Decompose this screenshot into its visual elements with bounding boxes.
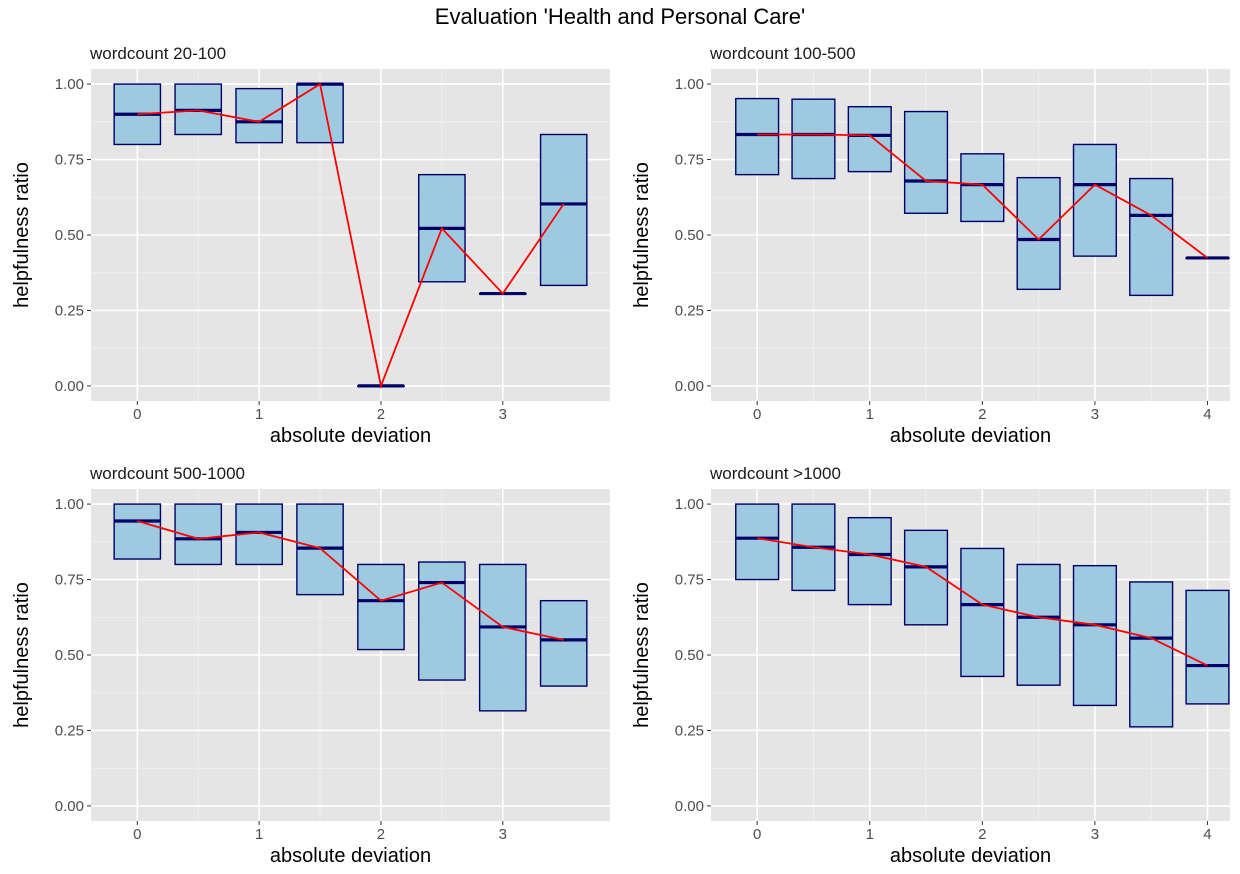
x-tick-label: 4 <box>1203 406 1211 423</box>
box <box>235 503 283 566</box>
x-tick-label: 3 <box>1091 406 1099 423</box>
y-tick-label: 0.00 <box>55 378 84 395</box>
x-tick-label: 1 <box>866 826 874 843</box>
box <box>1185 589 1230 705</box>
x-tick-label: 3 <box>1091 826 1099 843</box>
x-tick-label: 1 <box>255 826 263 843</box>
box <box>791 98 836 180</box>
x-axis-title: absolute deviation <box>890 845 1051 867</box>
box <box>235 87 283 144</box>
box <box>735 97 780 176</box>
box <box>735 503 780 581</box>
box <box>960 547 1005 678</box>
x-tick-label: 2 <box>377 826 385 843</box>
y-tick-label: 0.50 <box>675 647 704 664</box>
box <box>847 516 892 606</box>
y-tick-label: 0.25 <box>55 722 84 739</box>
facet-panel: wordcount 20-100 0.00 0.25 0.50 0.75 1.00 0 1 2 3… <box>11 44 610 447</box>
box <box>357 563 405 651</box>
x-tick-label: 1 <box>255 406 263 423</box>
box <box>1072 564 1117 707</box>
facet-title: wordcount 20-100 <box>89 44 226 63</box>
trend-line <box>137 82 565 390</box>
y-axis-title: helpfulness ratio <box>11 582 33 728</box>
y-tick-label: 0.75 <box>55 572 84 589</box>
y-axis-title: helpfulness ratio <box>631 162 653 308</box>
facet-title: wordcount 500-1000 <box>89 464 245 483</box>
y-tick-label: 0.75 <box>675 572 704 589</box>
y-tick-label: 0.75 <box>55 152 84 169</box>
y-tick-label: 0.00 <box>675 798 704 815</box>
box <box>539 599 588 687</box>
box <box>1129 581 1174 728</box>
facet-title: wordcount 100-500 <box>709 44 856 63</box>
box <box>960 153 1005 223</box>
facet-title: wordcount >1000 <box>709 464 841 483</box>
box <box>1129 177 1174 297</box>
x-tick-label: 4 <box>1203 826 1211 843</box>
y-tick-label: 1.00 <box>55 76 84 93</box>
x-tick-label: 3 <box>499 826 507 843</box>
x-tick-label: 1 <box>866 406 874 423</box>
facet-panel: wordcount 500-1000 0.00 0.25 0.50 0.75 1.00 0 1… <box>11 464 610 867</box>
box <box>1016 176 1061 291</box>
box <box>1072 143 1117 257</box>
y-tick-label: 0.75 <box>675 152 704 169</box>
trend-line <box>137 520 564 641</box>
y-tick-label: 1.00 <box>55 496 84 513</box>
box <box>539 133 588 287</box>
box <box>296 83 344 144</box>
box <box>847 106 892 173</box>
x-axis-title: absolute deviation <box>890 425 1051 447</box>
x-tick-label: 3 <box>499 406 507 423</box>
box <box>478 563 527 712</box>
box <box>113 503 162 560</box>
y-tick-label: 0.25 <box>675 722 704 739</box>
x-tick-label: 0 <box>753 826 761 843</box>
y-tick-label: 0.25 <box>675 302 704 319</box>
x-tick-label: 0 <box>133 826 141 843</box>
y-tick-label: 0.00 <box>55 798 84 815</box>
x-tick-label: 2 <box>377 406 385 423</box>
box <box>903 529 949 626</box>
facet-panel: wordcount 100-500 0.00 0.25 0.50 0.75 1.00 0 1 2… <box>631 44 1230 447</box>
y-tick-label: 0.00 <box>675 378 704 395</box>
box <box>903 110 949 214</box>
y-axis-title: helpfulness ratio <box>11 162 33 308</box>
y-tick-label: 0.50 <box>55 227 84 244</box>
y-tick-label: 0.50 <box>675 227 704 244</box>
x-axis-title: absolute deviation <box>270 425 431 447</box>
x-tick-label: 0 <box>133 406 141 423</box>
box <box>418 561 466 681</box>
y-tick-label: 0.50 <box>55 647 84 664</box>
main-title: Evaluation 'Health and Personal Care' <box>434 4 806 29</box>
trend-line <box>757 133 1209 259</box>
x-tick-label: 0 <box>753 406 761 423</box>
y-tick-label: 1.00 <box>675 496 704 513</box>
trend-line <box>757 537 1208 667</box>
x-tick-label: 2 <box>978 406 986 423</box>
facet-panel: wordcount >1000 0.00 0.25 0.50 0.75 1.00 0 1 2 3 4… <box>631 464 1230 867</box>
x-tick-label: 2 <box>978 826 986 843</box>
x-axis-title: absolute deviation <box>270 845 431 867</box>
box <box>1016 563 1061 686</box>
y-axis-title: helpfulness ratio <box>631 582 653 728</box>
y-tick-label: 1.00 <box>675 76 704 93</box>
y-tick-label: 0.25 <box>55 302 84 319</box>
